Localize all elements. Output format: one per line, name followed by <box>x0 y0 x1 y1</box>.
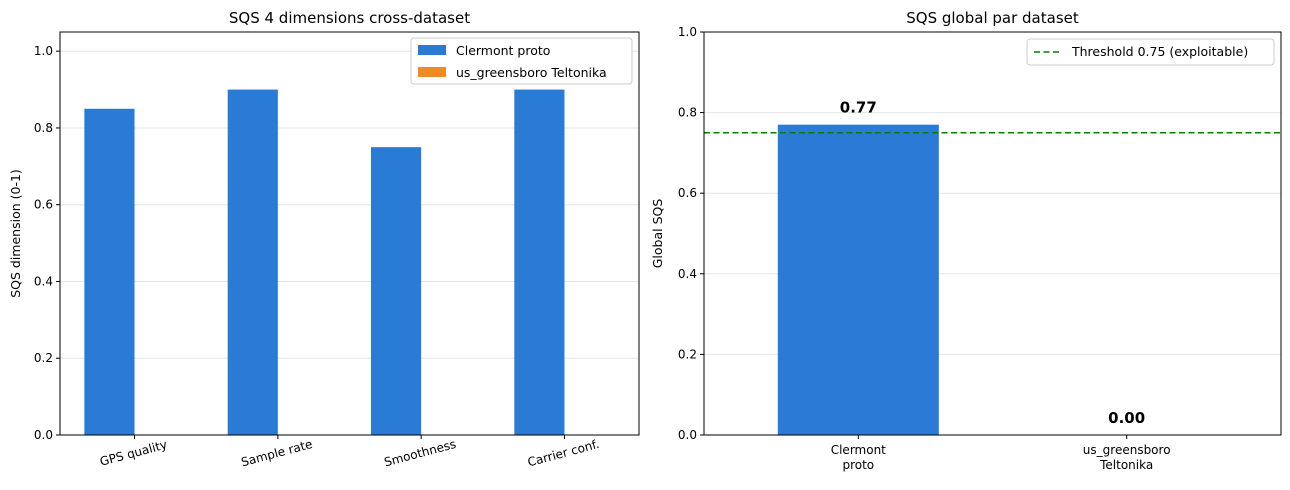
chart1-xtick-label: Sample rate <box>240 437 314 469</box>
chart2-title: SQS global par dataset <box>906 9 1079 27</box>
data-label-1: 0.00 <box>1108 409 1145 427</box>
data-label-0: 0.77 <box>840 99 877 117</box>
chart2-xtick-label: Teltonika <box>1099 458 1153 472</box>
chart1-title: SQS 4 dimensions cross-dataset <box>229 9 470 27</box>
chart2-ytick-label: 0.2 <box>678 347 697 361</box>
chart1-ytick-label: 0.6 <box>34 198 53 212</box>
chart1-ytick-label: 0.8 <box>34 121 53 135</box>
chart2-xtick-label: us_greensboro <box>1083 443 1171 457</box>
chart1-frame <box>59 31 640 436</box>
chart1-ytick-label: 1.0 <box>34 44 53 58</box>
chart1-xtick-label: GPS quality <box>98 437 168 468</box>
chart-global: SQS global par dataset 0.0 0.2 0.4 0.6 0.8 1.… <box>650 9 1282 472</box>
legend-swatch-greensboro <box>418 67 446 77</box>
chart1-ytick-label: 0.2 <box>34 351 53 365</box>
bar-global-0 <box>777 124 939 435</box>
chart1-xtick-label: Carrier conf. <box>526 437 601 470</box>
chart2-ytick-label: 0.6 <box>678 186 697 200</box>
chart1-legend: Clermont proto us_greensboro Teltonika <box>410 37 633 85</box>
chart2-ytick-label: 0.0 <box>678 428 697 442</box>
chart2-ylabel: Global SQS <box>650 199 665 269</box>
bar-clermont-3 <box>514 89 565 436</box>
chart2-xtick-label: proto <box>842 458 874 472</box>
legend-label-greensboro: us_greensboro Teltonika <box>456 65 607 80</box>
chart2-legend-box <box>1026 38 1275 66</box>
legend-label-clermont: Clermont proto <box>456 43 550 58</box>
bar-clermont-2 <box>370 147 422 435</box>
chart1-ytick-label: 0.4 <box>34 274 53 288</box>
chart2-xtick-label: Clermont <box>831 443 886 457</box>
chart1-ylabel: SQS dimension (0-1) <box>8 169 23 298</box>
chart-dimensions: SQS 4 dimensions cross-dataset 0.0 0.2 0.4… <box>8 9 640 470</box>
chart1-legend-box <box>410 37 633 85</box>
legend-label-threshold: Threshold 0.75 (exploitable) <box>1071 44 1248 59</box>
chart2-ytick-label: 1.0 <box>678 25 697 39</box>
bar-clermont-1 <box>227 89 278 436</box>
chart1-ytick-label: 0.0 <box>34 428 53 442</box>
chart2-ytick-label: 0.8 <box>678 106 697 120</box>
legend-swatch-clermont <box>418 45 446 55</box>
bar-clermont-0 <box>84 108 135 435</box>
chart1-xtick-label: Smoothness <box>383 437 458 470</box>
chart2-ytick-label: 0.4 <box>678 267 697 281</box>
chart2-frame <box>703 31 1282 436</box>
chart2-legend: Threshold 0.75 (exploitable) <box>1026 38 1275 66</box>
